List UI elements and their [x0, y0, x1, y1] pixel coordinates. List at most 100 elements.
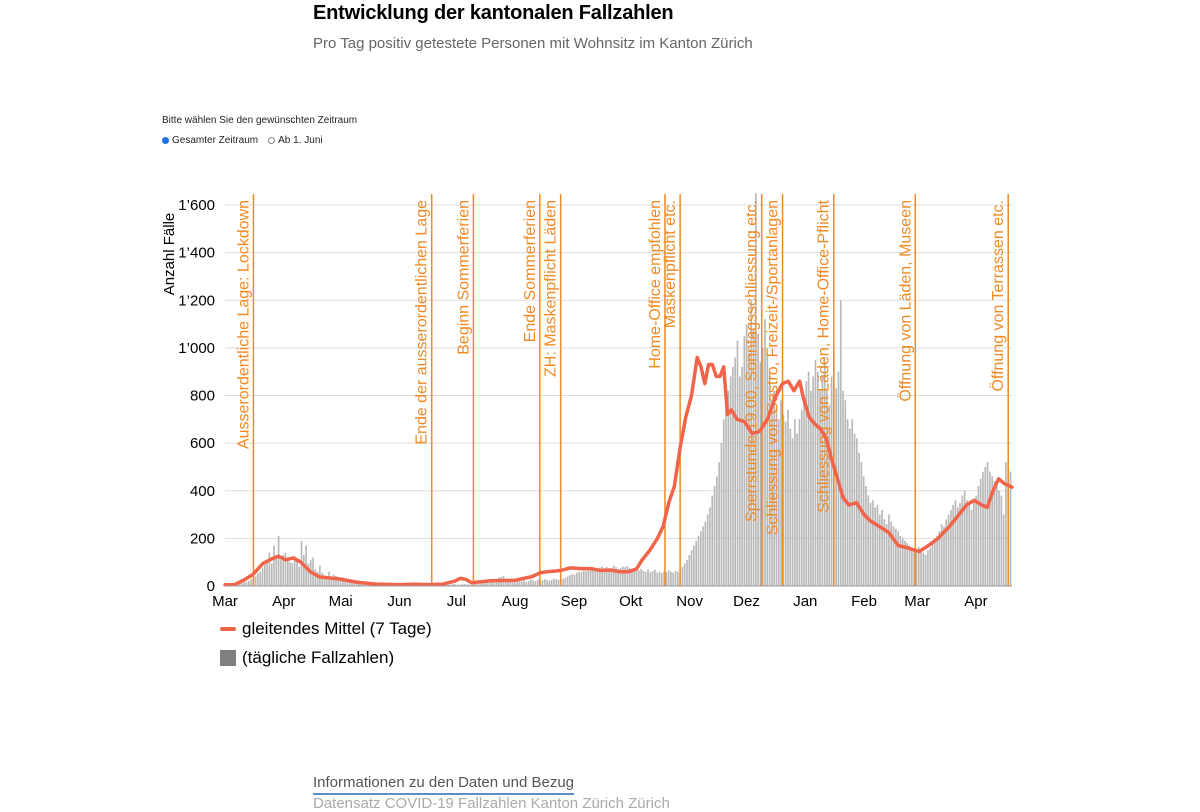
daily-bar [920, 549, 922, 586]
daily-bar [565, 578, 567, 586]
daily-bar [890, 522, 892, 586]
daily-bar [275, 557, 277, 586]
daily-bar [645, 572, 647, 586]
daily-bar [647, 569, 649, 586]
daily-bar [929, 548, 931, 586]
daily-bar [867, 496, 869, 586]
daily-bar [314, 569, 316, 586]
daily-bar [542, 580, 544, 586]
daily-bar [803, 400, 805, 586]
x-tick-label: Mar [212, 593, 238, 610]
daily-bar [287, 557, 289, 586]
daily-bar [686, 560, 688, 586]
annotation-label: Öffnung von Terrassen etc. [989, 200, 1007, 392]
daily-bar [661, 573, 663, 586]
daily-bar [739, 376, 741, 586]
x-tick-label: Sep [561, 593, 588, 610]
daily-bar [989, 472, 991, 586]
daily-bar [296, 561, 298, 586]
daily-bar [700, 531, 702, 586]
daily-bar [799, 419, 801, 586]
daily-bar [672, 573, 674, 586]
daily-bars [225, 193, 1011, 586]
daily-bar [716, 476, 718, 586]
daily-bar [888, 515, 890, 586]
daily-bar [792, 438, 794, 586]
daily-bar [968, 505, 970, 586]
legend-bar-swatch [220, 650, 236, 666]
daily-bar [897, 531, 899, 586]
daily-bar [262, 568, 264, 586]
daily-bar [487, 583, 489, 586]
daily-bar [257, 574, 259, 586]
y-tick-label: 1’600 [178, 197, 215, 214]
annotation-label: Schliessung von Gastro, Freizeit-/Sporta… [765, 200, 782, 535]
daily-bar [649, 572, 651, 586]
daily-bar [808, 372, 810, 586]
daily-bar [574, 575, 576, 586]
daily-bar [578, 572, 580, 586]
daily-bar [936, 536, 938, 586]
daily-bar [333, 575, 335, 586]
daily-bar [613, 566, 615, 586]
annotation-label: ZH: Maskenpflicht Läden [543, 200, 560, 377]
daily-bar [934, 538, 936, 586]
daily-bar [569, 575, 571, 586]
daily-bar [555, 579, 557, 586]
data-info-link[interactable]: Informationen zu den Daten und Bezug [313, 774, 574, 795]
daily-bar [973, 500, 975, 586]
daily-bar [691, 550, 693, 586]
daily-bar [980, 479, 982, 586]
daily-bar [546, 580, 548, 586]
daily-bar [943, 526, 945, 586]
daily-bar [255, 576, 257, 586]
annotation-label: Beginn Sommerferien [455, 200, 472, 355]
daily-bar [532, 580, 534, 586]
daily-bar [588, 570, 590, 586]
y-tick-label: 1’200 [178, 292, 215, 309]
daily-bar [280, 560, 282, 586]
legend-label-bars: (tägliche Fallzahlen) [242, 648, 394, 668]
daily-bar [246, 582, 248, 586]
y-tick-label: 400 [190, 483, 215, 500]
daily-bar [549, 581, 551, 586]
daily-bar [269, 553, 271, 586]
daily-bar [652, 571, 654, 586]
daily-bar [684, 563, 686, 586]
daily-bar [849, 429, 851, 586]
annotation-label: Ende der ausserordentlichen Lage [414, 200, 431, 445]
daily-bar [911, 548, 913, 586]
daily-bar [666, 572, 668, 586]
daily-bar [668, 570, 670, 586]
daily-bar [643, 571, 645, 586]
daily-bar [523, 580, 525, 586]
legend-item-line: gleitendes Mittel (7 Tage) [220, 619, 432, 639]
daily-bar [723, 419, 725, 586]
daily-bar [734, 357, 736, 586]
daily-bar [727, 391, 729, 586]
daily-bar [923, 553, 925, 586]
x-tick-label: Apr [964, 593, 987, 610]
daily-bar [874, 507, 876, 586]
daily-bar [877, 505, 879, 586]
daily-bar [688, 555, 690, 586]
annotation-label: Ende Sommerferien [522, 200, 539, 342]
daily-bar [994, 481, 996, 586]
dataset-link[interactable]: Datensatz COVID-19 Fallzahlen Kanton Zür… [313, 795, 670, 812]
daily-bar [714, 486, 716, 586]
x-tick-label: Mai [329, 593, 353, 610]
daily-bar [801, 410, 803, 586]
daily-bar [321, 573, 323, 586]
x-tick-label: Dez [733, 593, 760, 610]
x-tick-label: Jul [447, 593, 466, 610]
daily-bar [952, 505, 954, 586]
annotation-label: Öffnung von Läden, Museen [896, 200, 914, 402]
daily-bar [1005, 462, 1007, 586]
daily-bar [698, 536, 700, 586]
x-tick-label: Jan [793, 593, 817, 610]
daily-bar [705, 522, 707, 586]
legend-item-bars: (tägliche Fallzahlen) [220, 648, 394, 668]
daily-bar [654, 570, 656, 586]
daily-bar [530, 579, 532, 586]
